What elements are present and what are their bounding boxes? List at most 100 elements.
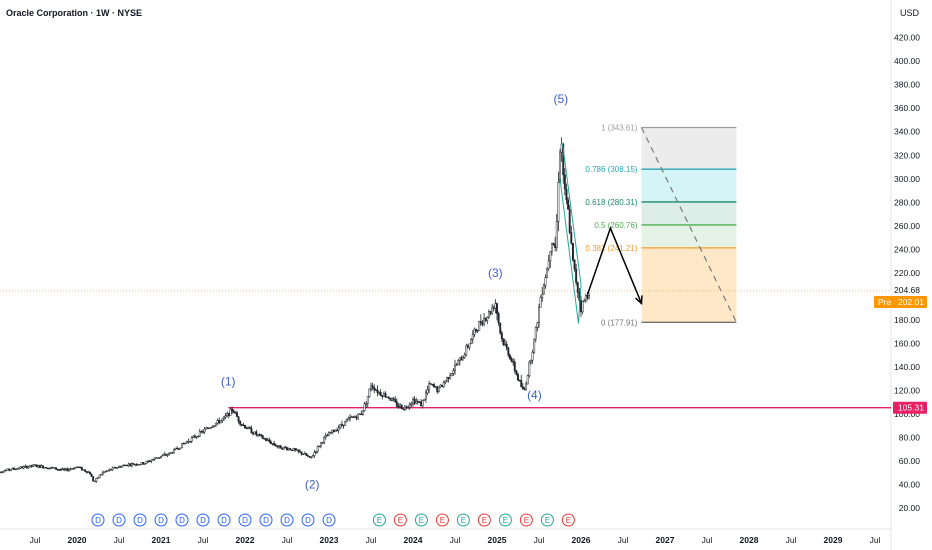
dividend-marker[interactable] (112, 513, 126, 527)
candle-body (533, 338, 536, 353)
candle-body (235, 412, 238, 417)
candle-body (265, 438, 267, 441)
candle-body (447, 376, 450, 379)
projection-path[interactable] (587, 226, 643, 306)
candle-body (465, 345, 468, 356)
candle-body (227, 413, 230, 416)
candle-body (234, 412, 237, 414)
candle-body (181, 443, 183, 449)
earnings-marker[interactable] (477, 513, 491, 527)
candle-body (166, 454, 169, 456)
projection-line[interactable] (587, 226, 643, 304)
candle-body (93, 480, 96, 483)
candle-body (366, 396, 369, 404)
candle-body (400, 404, 403, 410)
candle-body (226, 413, 229, 416)
candle-body (13, 467, 15, 470)
earnings-marker[interactable] (435, 513, 449, 527)
earnings-marker[interactable] (372, 513, 386, 527)
dividend-marker[interactable] (259, 513, 273, 527)
candle-body (458, 357, 461, 361)
candle-body (476, 330, 479, 332)
earnings-marker[interactable] (561, 513, 575, 527)
candle-body (581, 301, 584, 313)
candle-body (384, 393, 387, 398)
candle-body (337, 427, 340, 431)
candle-body (437, 386, 440, 393)
price-tick-label: 340.00 (894, 127, 920, 137)
candle-body (318, 445, 321, 448)
dividend-marker[interactable] (322, 513, 336, 527)
price-tick-label: 60.00 (899, 456, 921, 466)
dividend-marker[interactable] (175, 513, 189, 527)
earnings-marker[interactable] (498, 513, 512, 527)
wave-labels: (1) (2) (3) (4) (5) (221, 92, 568, 491)
candle-body (321, 442, 324, 444)
candle-body (323, 436, 326, 443)
event-marker-label: E (524, 516, 529, 525)
candle-body (34, 464, 36, 466)
candle-body (90, 473, 93, 477)
candle-body (151, 459, 154, 461)
candle-body (221, 418, 224, 421)
candle-body (8, 468, 11, 471)
candle-body (19, 466, 22, 469)
candle-body (297, 449, 300, 452)
candle-body (433, 384, 435, 388)
candle-body (504, 343, 507, 346)
candle-body (69, 468, 72, 470)
dividend-marker[interactable] (154, 513, 168, 527)
candle-body (119, 466, 122, 468)
earnings-marker[interactable] (393, 513, 407, 527)
dividend-marker[interactable] (301, 513, 315, 527)
candle-body (549, 251, 552, 262)
candle-body (302, 453, 305, 455)
candle-body (232, 410, 235, 414)
wave-label: (3) (488, 266, 503, 280)
candle-body (147, 460, 150, 463)
price-tick-label: 220.00 (894, 268, 920, 278)
candle-body (382, 393, 385, 397)
earnings-marker[interactable] (519, 513, 533, 527)
candle-body (14, 468, 17, 471)
dividend-marker[interactable] (238, 513, 252, 527)
event-marker-label: E (440, 516, 445, 525)
candle-body (190, 437, 193, 442)
price-axis[interactable]: 20.00 40.00 60.00 80.00 100.00 120.00 140.00 16… (874, 33, 927, 513)
candle-body (517, 374, 519, 381)
time-tick-label: Jul (114, 535, 125, 545)
candle-body (205, 427, 208, 430)
earnings-marker[interactable] (540, 513, 554, 527)
dividend-marker[interactable] (217, 513, 231, 527)
candle-body (176, 447, 179, 450)
candle-body (187, 441, 190, 443)
candle-body (289, 448, 292, 451)
fib-level-label: 0.5 (260.76) (594, 221, 637, 230)
candle-body (224, 415, 227, 418)
dividend-marker[interactable] (91, 513, 105, 527)
candle-body (555, 220, 558, 248)
candle-body (554, 244, 557, 248)
candle-body (418, 401, 421, 403)
candle-body (298, 451, 301, 453)
candle-body (189, 441, 192, 443)
fib-zone (641, 127, 737, 170)
time-axis[interactable]: Jul 2020 Jul 2021 Jul 2022 Jul 2023 Jul 2024 Jul 20… (30, 535, 881, 545)
candle-body (127, 463, 130, 466)
candle-body (536, 322, 539, 328)
candle-body (329, 432, 332, 434)
candle-body (43, 467, 46, 469)
earnings-marker[interactable] (456, 513, 470, 527)
candle-body (139, 464, 141, 466)
earnings-marker[interactable] (414, 513, 428, 527)
candle-body (500, 332, 503, 339)
time-tick-label: 2029 (824, 535, 843, 545)
time-tick-label: 2026 (572, 535, 591, 545)
dividend-marker[interactable] (280, 513, 294, 527)
candle-body (140, 462, 143, 465)
dividend-marker[interactable] (196, 513, 210, 527)
dividend-marker[interactable] (133, 513, 147, 527)
fib-retracement[interactable]: 1 (343.61) 0.786 (308.15) 0.618 (280.31) 0.… (585, 123, 737, 327)
